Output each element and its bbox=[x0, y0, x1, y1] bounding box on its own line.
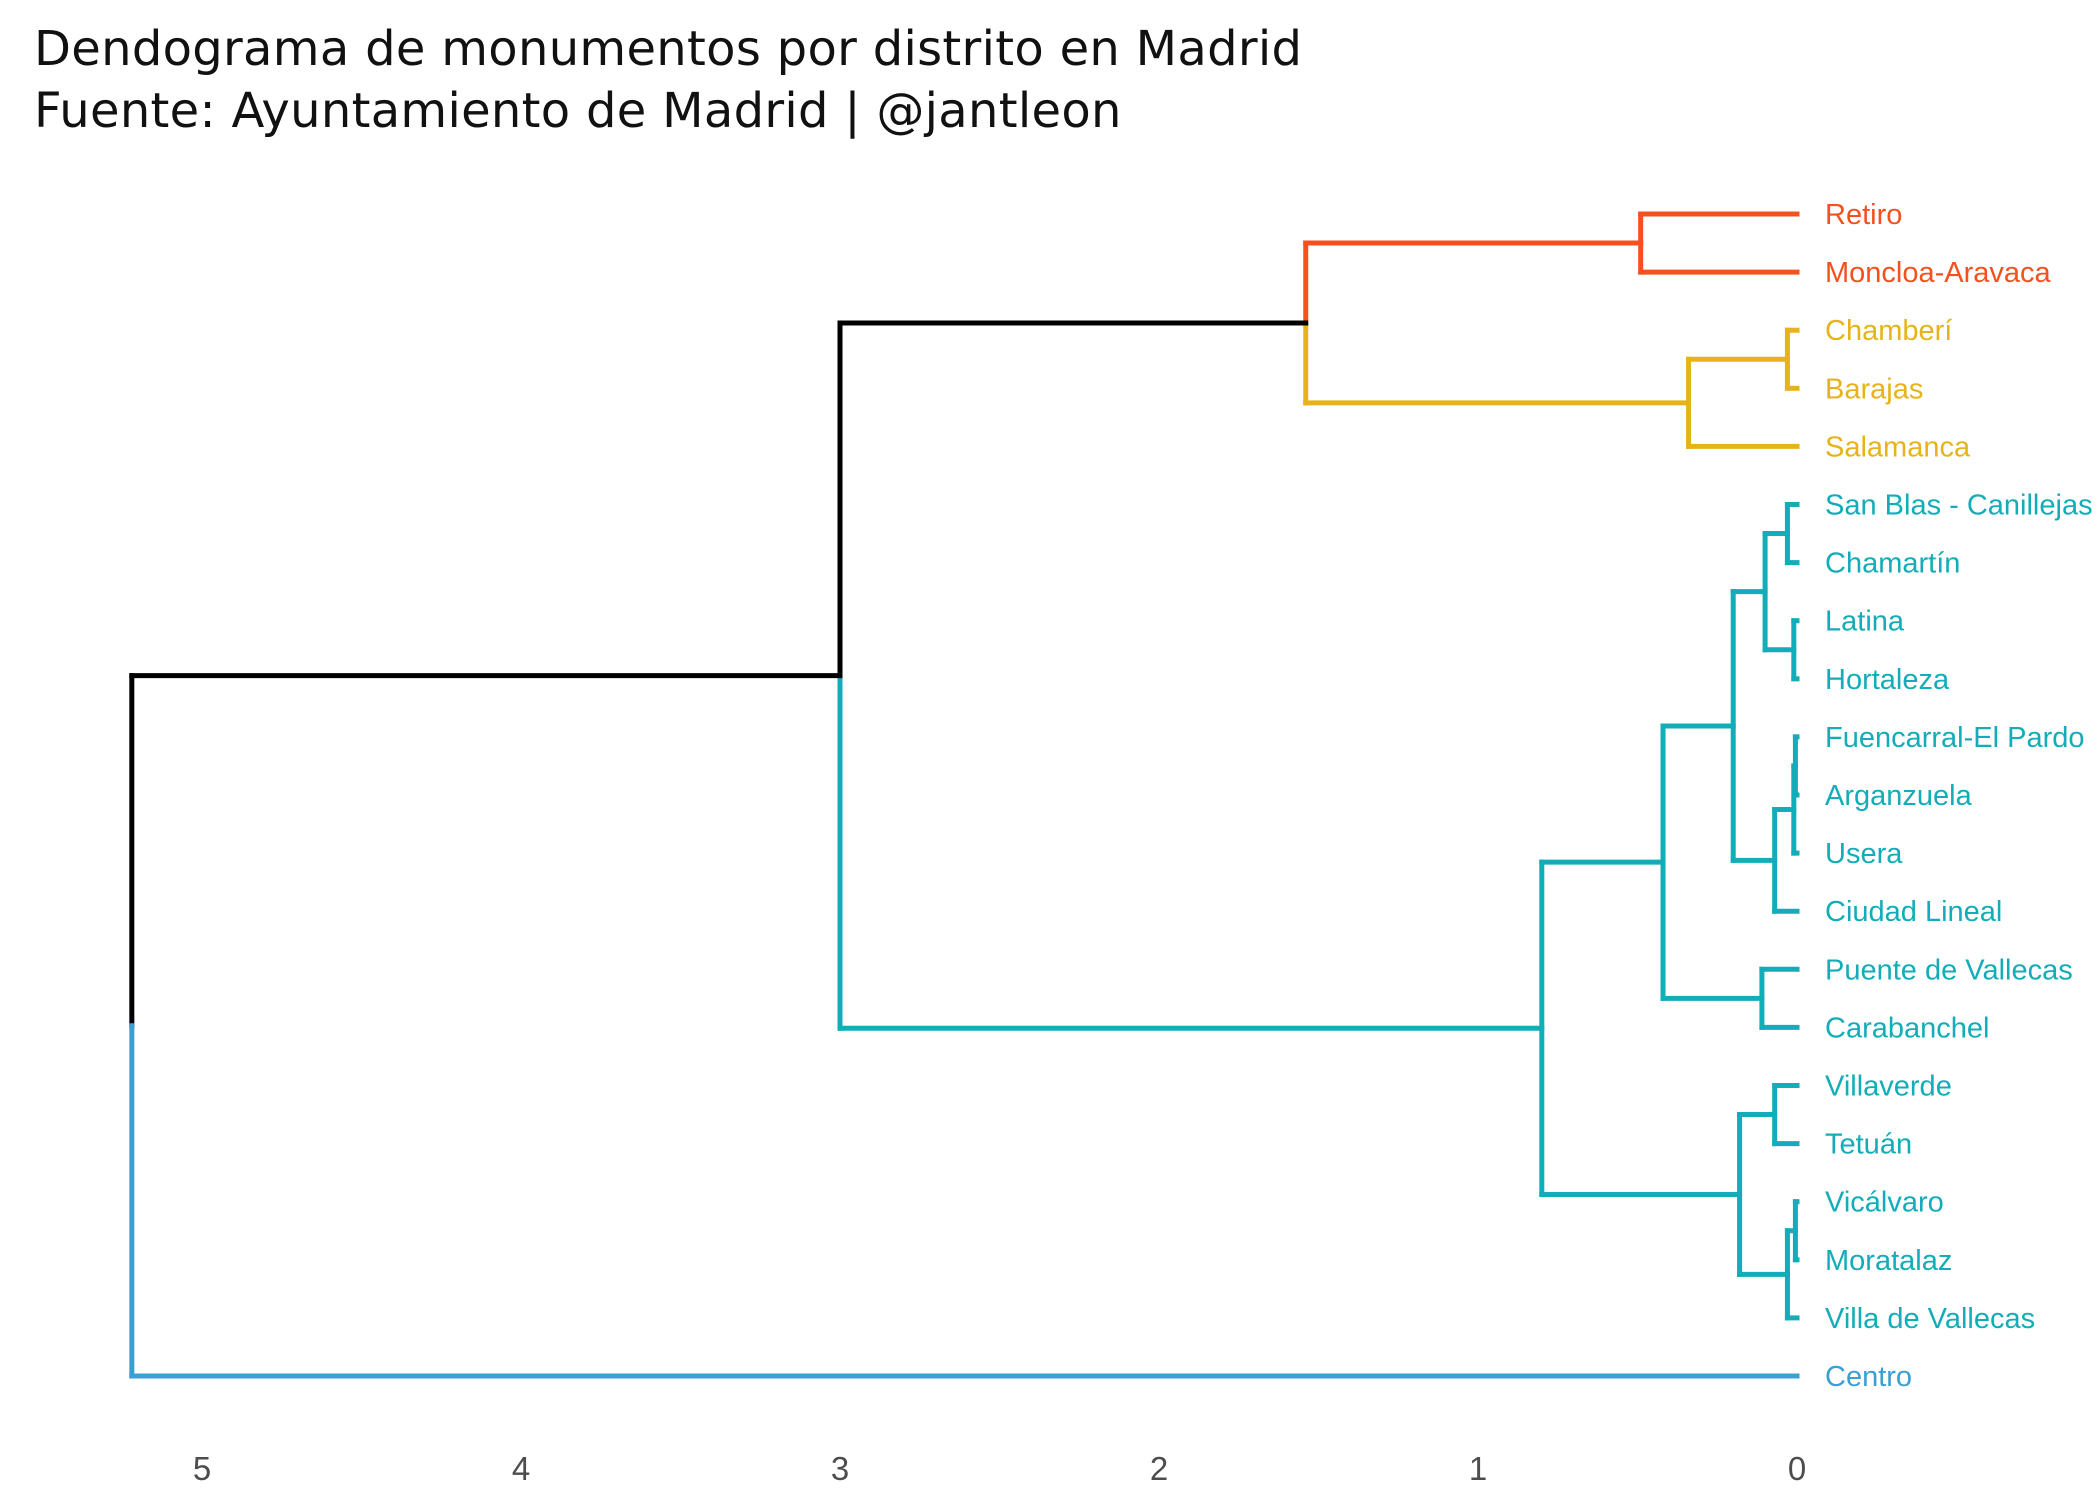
chart-title: Dendograma de monumentos por distrito en… bbox=[34, 21, 1303, 77]
leaf-label: Villaverde bbox=[1825, 1071, 1952, 1103]
x-tick-label: 3 bbox=[831, 1450, 849, 1487]
dendrogram-links bbox=[129, 211, 1800, 1379]
leaf-label: Vicálvaro bbox=[1825, 1187, 1944, 1219]
x-tick-label: 5 bbox=[193, 1450, 211, 1487]
x-axis: 5 4 3 2 1 0 bbox=[193, 1450, 1806, 1487]
leaf-label: Barajas bbox=[1825, 373, 1923, 405]
leaf-label: Centro bbox=[1825, 1361, 1912, 1393]
leaf-labels: Retiro Moncloa-Aravaca Chamberí Barajas Sala… bbox=[1825, 199, 2093, 1393]
leaf-label: Arganzuela bbox=[1825, 780, 1973, 812]
x-tick-label: 1 bbox=[1469, 1450, 1487, 1487]
leaf-label: Puente de Vallecas bbox=[1825, 954, 2073, 986]
chart-subtitle: Fuente: Ayuntamiento de Madrid | @jantle… bbox=[34, 83, 1122, 139]
leaf-label: Moncloa-Aravaca bbox=[1825, 257, 2052, 289]
leaf-label: Hortaleza bbox=[1825, 664, 1950, 696]
leaf-label: Chamberí bbox=[1825, 315, 1952, 347]
leaf-label: Salamanca bbox=[1825, 431, 1971, 463]
leaf-label: Ciudad Lineal bbox=[1825, 896, 2002, 928]
leaf-label: Moratalaz bbox=[1825, 1245, 1952, 1277]
x-tick-label: 0 bbox=[1788, 1450, 1806, 1487]
leaf-label: Villa de Vallecas bbox=[1825, 1303, 2035, 1335]
leaf-label: Retiro bbox=[1825, 199, 1902, 231]
x-tick-label: 2 bbox=[1150, 1450, 1168, 1487]
leaf-label: Tetuán bbox=[1825, 1129, 1912, 1161]
x-tick-label: 4 bbox=[512, 1450, 530, 1487]
leaf-label: Chamartín bbox=[1825, 548, 1960, 580]
leaf-label: San Blas - Canillejas bbox=[1825, 490, 2093, 522]
leaf-label: Fuencarral-El Pardo bbox=[1825, 722, 2085, 754]
leaf-label: Latina bbox=[1825, 606, 1905, 638]
leaf-label: Carabanchel bbox=[1825, 1012, 1989, 1044]
leaf-label: Usera bbox=[1825, 838, 1903, 870]
title-block: Dendograma de monumentos por distrito en… bbox=[34, 18, 1302, 142]
